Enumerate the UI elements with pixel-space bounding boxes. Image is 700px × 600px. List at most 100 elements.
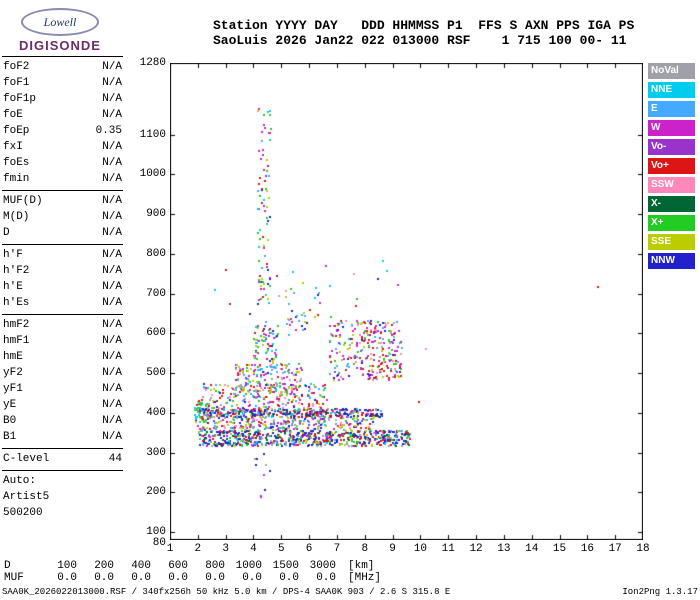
y-tick-label: 1100	[139, 128, 166, 141]
d-muf-value: 3000	[309, 560, 336, 572]
parameter-value: N/A	[102, 227, 122, 239]
y-tick-label: 1000	[139, 168, 166, 181]
parameter-label: foF1	[3, 77, 30, 89]
y-tick-label: 300	[146, 446, 166, 459]
parameter-label: hmF2	[3, 319, 30, 331]
parameter-label: yF1	[3, 383, 23, 395]
parameter-row: h'F N/A	[3, 247, 122, 263]
legend-item-noval: NoVal	[648, 63, 695, 79]
parameter-label: h'E	[3, 281, 23, 293]
parameter-row: D N/A	[3, 225, 122, 241]
parameter-group: Auto: Artist5 500200	[2, 470, 123, 524]
d-muf-value: 400	[131, 560, 151, 572]
d-muf-value: 0.0	[168, 572, 188, 584]
y-tick-label: 800	[146, 247, 166, 260]
y-tick-label: 400	[146, 406, 166, 419]
parameter-row: foF2 N/A	[3, 59, 122, 75]
x-tick-label: 2	[194, 543, 202, 555]
parameter-row: foEp 0.35	[3, 123, 122, 139]
x-tick-label: 5	[277, 543, 285, 555]
parameter-value: N/A	[102, 61, 122, 73]
parameter-value: N/A	[102, 173, 122, 185]
parameter-value: N/A	[102, 195, 122, 207]
x-tick-label: 9	[389, 543, 396, 555]
parameter-row: foEs N/A	[3, 155, 122, 171]
parameter-label: yF2	[3, 367, 23, 379]
parameter-value: N/A	[102, 77, 122, 89]
parameter-value: 0.35	[95, 125, 122, 137]
legend-item-voplus: Vo+	[648, 158, 695, 174]
d-muf-row-label: D	[4, 560, 11, 572]
x-tick-label: 7	[333, 543, 341, 555]
parameter-row: 500200	[3, 505, 122, 521]
parameter-value: N/A	[102, 399, 122, 411]
parameter-label: Auto:	[3, 475, 37, 487]
parameter-group: C-level 44	[2, 448, 123, 470]
parameter-row: foF1 N/A	[3, 75, 122, 91]
d-muf-value: 0.0	[242, 572, 262, 584]
legend-item-sse: SSE	[648, 234, 695, 250]
parameter-label: B0	[3, 415, 17, 427]
parameter-value: N/A	[102, 157, 122, 169]
parameter-value: N/A	[102, 431, 122, 443]
x-tick-label: 3	[222, 543, 229, 555]
d-muf-value: 0.0	[205, 572, 225, 584]
parameter-row: M(D) N/A	[3, 209, 122, 225]
x-tick-label: 18	[636, 543, 650, 555]
parameter-group: foF2 N/A foF1 N/A foF1p N/A foE N/A foEp 0.35 fxI N…	[2, 56, 123, 190]
footer: SAA0K_2026022013000.RSF / 340fx256h 50 k…	[2, 587, 698, 597]
x-tick-label: 13	[497, 543, 511, 555]
parameter-value: N/A	[102, 415, 122, 427]
d-muf-value: 100	[57, 560, 77, 572]
parameter-label: 500200	[3, 507, 43, 519]
y-tick-label: 100	[146, 526, 166, 539]
x-tick-label: 10	[413, 543, 427, 555]
header-line-columns: Station YYYY DAY DDD HHMMSS P1 FFS S AXN…	[213, 18, 635, 33]
x-tick-label: 1	[166, 543, 174, 555]
d-muf-row: D 100 200 400 600 800 1000 1500 3000 [km]	[4, 560, 381, 572]
d-muf-unit: [MHz]	[348, 572, 382, 584]
parameter-group: hmF2 N/A hmF1 N/A hmE N/A yF2 N/A yF1 N/A yE N/A B0 N…	[2, 314, 123, 448]
parameter-row: foF1p N/A	[3, 91, 122, 107]
parameter-panel: foF2 N/A foF1 N/A foF1p N/A foE N/A foEp 0.35 fxI N…	[2, 56, 123, 524]
ionogram-canvas	[170, 63, 643, 540]
parameter-value: N/A	[102, 141, 122, 153]
legend-item-e: E	[648, 101, 695, 117]
x-tick-label: 11	[441, 543, 455, 555]
parameter-row: h'E N/A	[3, 279, 122, 295]
y-tick-label: 700	[146, 287, 166, 300]
parameter-value: N/A	[102, 109, 122, 121]
parameter-row: C-level 44	[3, 451, 122, 467]
parameter-row: Auto:	[3, 473, 122, 489]
x-tick-label: 16	[580, 543, 594, 555]
legend-item-w: W	[648, 120, 695, 136]
parameter-row: foE N/A	[3, 107, 122, 123]
parameter-label: hmE	[3, 351, 23, 363]
y-tick-label: 500	[146, 367, 166, 380]
lowell-digisonde-logo: Lowell DIGISONDE	[8, 8, 112, 53]
parameter-label: Artist5	[3, 491, 50, 503]
lowell-logo-ellipse: Lowell	[21, 8, 99, 36]
legend-item-vominus: Vo-	[648, 139, 695, 155]
parameter-row: fmin N/A	[3, 171, 122, 187]
parameter-value: N/A	[102, 297, 122, 309]
x-tick-label: 17	[608, 543, 622, 555]
parameter-row: hmF2 N/A	[3, 317, 122, 333]
legend-item-nne: NNE	[648, 82, 695, 98]
x-tick-label: 14	[525, 543, 539, 555]
parameter-label: foE	[3, 109, 23, 121]
parameter-row: B0 N/A	[3, 413, 122, 429]
d-muf-unit: [km]	[348, 560, 375, 572]
d-muf-value: 600	[168, 560, 188, 572]
ionogram-plot	[170, 63, 643, 540]
parameter-row: yF1 N/A	[3, 381, 122, 397]
parameter-label: fxI	[3, 141, 23, 153]
d-muf-row: MUF 0.0 0.0 0.0 0.0 0.0 0.0 0.0 0.0 [MHz]	[4, 572, 381, 584]
parameter-value: N/A	[102, 281, 122, 293]
parameter-label: foF1p	[3, 93, 37, 105]
parameter-value: N/A	[102, 265, 122, 277]
station-header: Station YYYY DAY DDD HHMMSS P1 FFS S AXN…	[213, 18, 634, 48]
parameter-label: foEp	[3, 125, 30, 137]
parameter-label: D	[3, 227, 10, 239]
parameter-label: M(D)	[3, 211, 30, 223]
